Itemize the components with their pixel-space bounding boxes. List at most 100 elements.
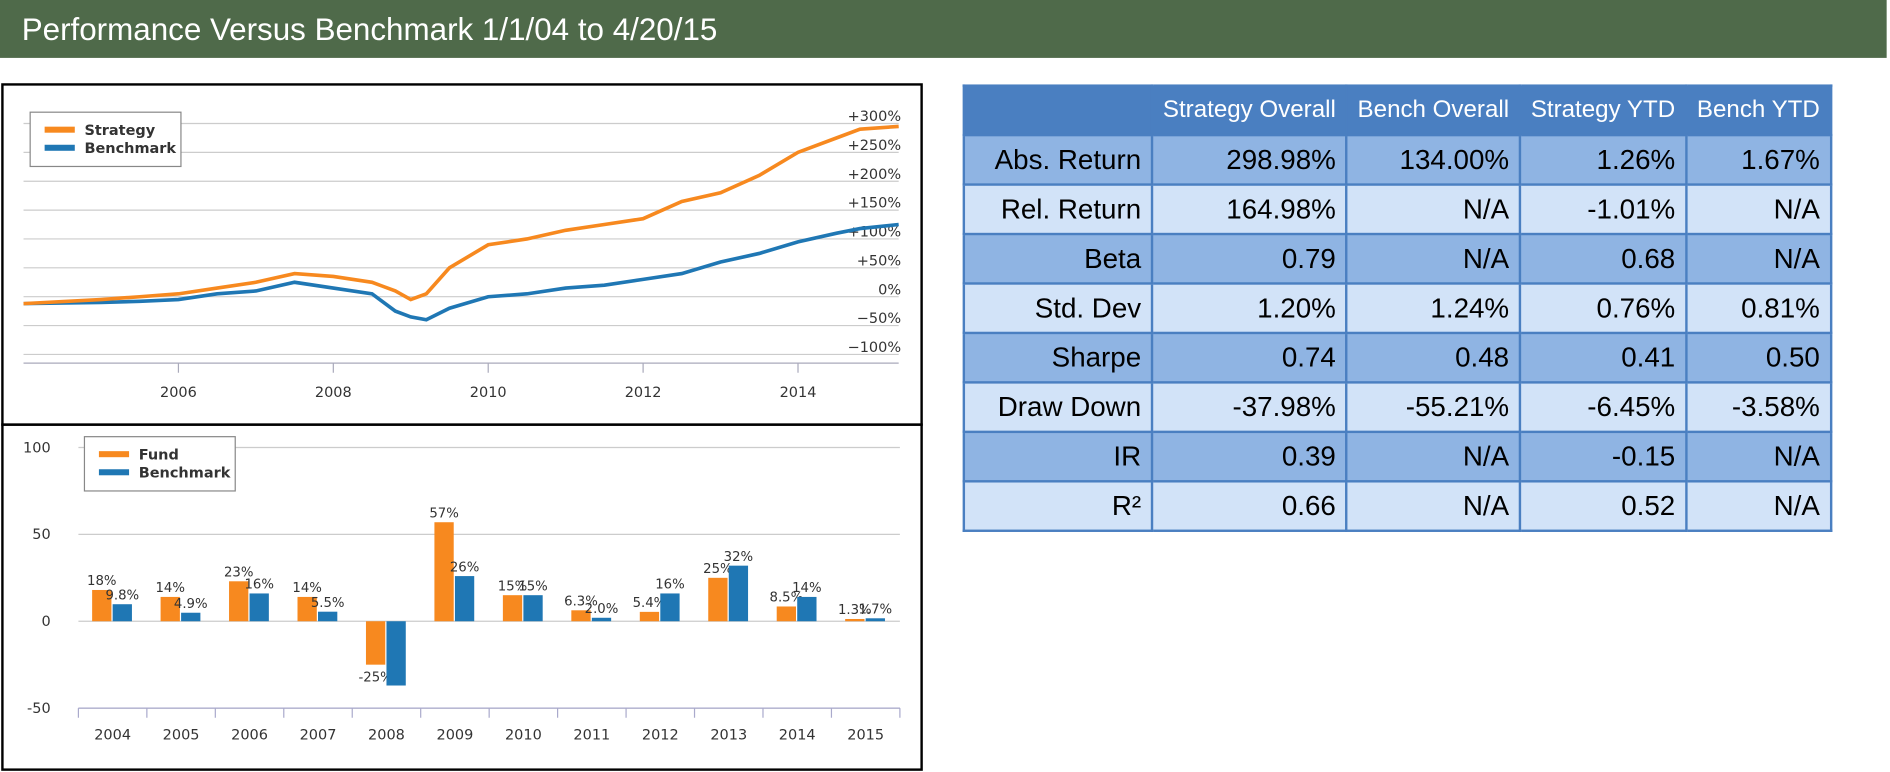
value-label: 8.5% <box>770 591 804 606</box>
cell: -6.45% <box>1518 381 1688 434</box>
title: Performance Versus Benchmark 1/1/04 to 4… <box>21 10 718 48</box>
legend-box <box>29 111 182 168</box>
bar <box>523 595 543 622</box>
cell: -1.01% <box>1518 183 1688 236</box>
cell: 0.76% <box>1518 282 1688 335</box>
value-label: 16% <box>244 578 273 593</box>
legend-box <box>83 436 236 492</box>
x-tick-label: 2011 <box>573 727 610 743</box>
x-tick-label: 2015 <box>847 727 884 743</box>
bar <box>229 581 249 622</box>
cell: 0.39 <box>1150 430 1348 483</box>
legend-label: Benchmark <box>84 141 176 157</box>
table-row: Std. Dev 1.20% 1.24% 0.76% 0.81% <box>962 282 1832 335</box>
bar <box>454 576 475 622</box>
bar <box>591 617 612 622</box>
bar <box>865 618 885 622</box>
y-tick-label: +250% <box>848 138 902 154</box>
bar <box>660 593 680 622</box>
cell: 0.66 <box>1150 480 1348 532</box>
value-label: 1.3% <box>838 603 872 618</box>
x-tick-label: 2010 <box>505 727 542 743</box>
row-label: Draw Down <box>962 381 1154 434</box>
value-label: 32% <box>724 550 753 565</box>
cell: 1.67% <box>1684 133 1832 186</box>
row-label: Std. Dev <box>962 282 1154 335</box>
y-tick-label: +150% <box>848 196 902 212</box>
y-tick-label: +200% <box>848 167 902 183</box>
bar <box>249 593 269 622</box>
cell: N/A <box>1345 183 1522 236</box>
value-label: 14% <box>792 581 821 596</box>
column-header: Bench Overall <box>1345 84 1522 137</box>
cell: 0.50 <box>1684 331 1832 384</box>
table-row: Abs. Return 298.98% 134.00% 1.26% 1.67% <box>962 133 1832 186</box>
cell: N/A <box>1684 430 1832 483</box>
bar <box>571 610 591 622</box>
x-tick-label: 2006 <box>160 385 197 401</box>
bar-chart-frame <box>1 423 923 771</box>
title-bar: Performance Versus Benchmark 1/1/04 to 4… <box>0 0 1887 58</box>
column-header: Strategy Overall <box>1150 84 1348 137</box>
x-tick-label: 2008 <box>368 727 405 743</box>
cell: N/A <box>1345 480 1522 532</box>
x-tick-label: 2014 <box>780 385 817 401</box>
cell: 0.41 <box>1518 331 1688 384</box>
table-row: R² 0.66 N/A 0.52 N/A <box>962 480 1832 532</box>
cell: N/A <box>1684 183 1832 236</box>
cell: 1.24% <box>1345 282 1522 335</box>
cell: 0.52 <box>1518 480 1688 532</box>
value-label: 9.8% <box>105 588 139 603</box>
header-row: Strategy Overall Bench Overall Strategy YT… <box>962 84 1832 137</box>
cell: 164.98% <box>1150 183 1348 236</box>
bar <box>776 606 797 622</box>
bar <box>297 596 317 622</box>
y-tick-label: −100% <box>848 340 902 356</box>
bar <box>502 595 523 622</box>
value-label: 15% <box>498 579 527 594</box>
value-label: 14% <box>156 581 185 596</box>
y-tick-label: 50 <box>32 527 50 543</box>
bar <box>160 596 180 622</box>
cell: N/A <box>1684 232 1832 285</box>
value-label: 23% <box>224 565 253 580</box>
y-tick-label: 100 <box>23 440 51 456</box>
value-label: 1.7% <box>858 602 892 617</box>
row-label: Beta <box>962 232 1154 285</box>
cell: 134.00% <box>1345 133 1522 186</box>
y-tick-label: +50% <box>857 253 901 269</box>
value-label: 4.9% <box>174 597 208 612</box>
cell: N/A <box>1345 430 1522 483</box>
bar <box>728 565 749 622</box>
cell: N/A <box>1684 480 1832 532</box>
table-row: Sharpe 0.74 0.48 0.41 0.50 <box>962 331 1832 384</box>
series-line <box>23 222 899 322</box>
value-label: 18% <box>87 574 116 589</box>
x-tick-label: 2012 <box>625 385 662 401</box>
legend-label: Benchmark <box>139 466 231 482</box>
row-label: Abs. Return <box>962 133 1154 186</box>
x-tick-label: 2004 <box>94 727 131 743</box>
cell: 0.74 <box>1150 331 1348 384</box>
y-tick-label: 0 <box>41 614 50 630</box>
legend-swatch <box>44 144 75 151</box>
row-label: R² <box>962 480 1154 532</box>
x-tick-label: 2013 <box>710 727 747 743</box>
bar <box>92 589 112 622</box>
x-tick-label: 2006 <box>231 727 268 743</box>
cell: 298.98% <box>1150 133 1348 186</box>
value-label: -25% <box>358 671 392 686</box>
value-label: 5.5% <box>311 596 345 611</box>
y-tick-label: 0% <box>878 282 901 298</box>
table-row: Draw Down -37.98% -55.21% -6.45% -3.58% <box>962 381 1832 434</box>
bar <box>639 611 660 622</box>
row-label: Sharpe <box>962 331 1154 384</box>
value-label: 15% <box>518 579 547 594</box>
row-label: Rel. Return <box>962 183 1154 236</box>
x-tick-label: 2012 <box>642 727 679 743</box>
stats-table: Strategy Overall Bench Overall Strategy YT… <box>962 84 1832 532</box>
bar <box>797 596 817 622</box>
bar <box>708 577 728 622</box>
y-tick-label: +300% <box>848 109 902 125</box>
